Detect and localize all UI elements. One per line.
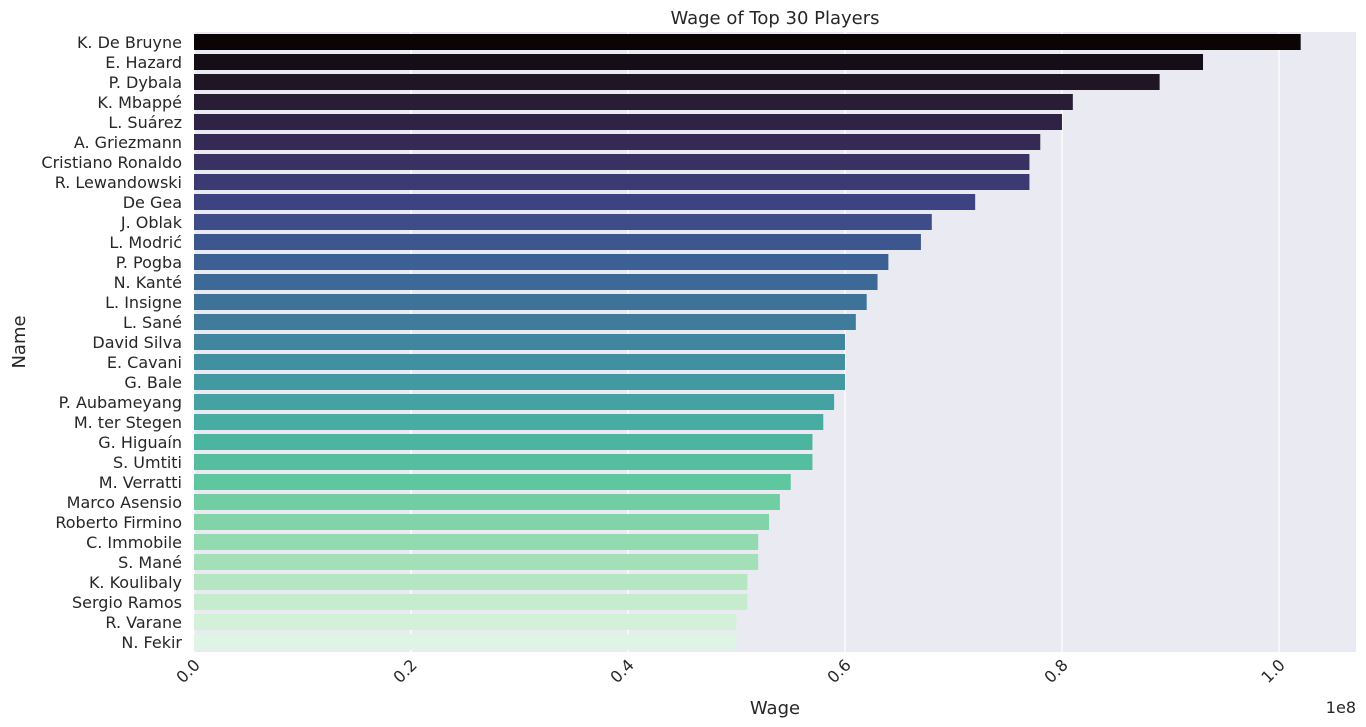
y-tick-label: R. Lewandowski bbox=[55, 173, 182, 192]
bar bbox=[194, 174, 1030, 190]
y-tick-label: Marco Asensio bbox=[67, 493, 182, 512]
bar bbox=[194, 574, 748, 590]
y-tick-label: P. Aubameyang bbox=[59, 393, 182, 412]
y-tick-label: S. Mané bbox=[118, 553, 182, 572]
bar bbox=[194, 274, 878, 290]
y-tick-label: Sergio Ramos bbox=[72, 593, 182, 612]
x-tick-label: 0.4 bbox=[606, 655, 637, 686]
y-tick-label: M. Verratti bbox=[99, 473, 182, 492]
y-axis-label: Name bbox=[9, 315, 30, 368]
y-tick-label: E. Hazard bbox=[105, 53, 182, 72]
bar bbox=[194, 74, 1160, 90]
y-tick-label: P. Pogba bbox=[116, 253, 182, 272]
y-tick-label: Roberto Firmino bbox=[55, 513, 182, 532]
bar bbox=[194, 554, 759, 570]
x-tick-label: 0.2 bbox=[389, 655, 420, 686]
x-axis-offset-text: 1e8 bbox=[1326, 698, 1356, 717]
bar bbox=[194, 54, 1204, 70]
y-tick-label: David Silva bbox=[92, 333, 182, 352]
bar bbox=[194, 214, 932, 230]
bar bbox=[194, 474, 791, 490]
bar bbox=[194, 394, 835, 410]
y-tick-label: M. ter Stegen bbox=[74, 413, 182, 432]
y-tick-label: L. Insigne bbox=[105, 293, 182, 312]
y-tick-label: De Gea bbox=[123, 193, 182, 212]
bar bbox=[194, 414, 824, 430]
y-tick-label: S. Umtiti bbox=[113, 453, 182, 472]
y-tick-label: P. Dybala bbox=[109, 73, 182, 92]
bar bbox=[194, 154, 1030, 170]
x-tick-label: 0.0 bbox=[172, 655, 203, 686]
y-tick-label: K. Mbappé bbox=[97, 93, 182, 112]
bar bbox=[194, 514, 770, 530]
bar bbox=[194, 494, 780, 510]
bar bbox=[194, 314, 856, 330]
bar bbox=[194, 334, 845, 350]
x-axis-label: Wage bbox=[750, 698, 800, 719]
y-tick-label: C. Immobile bbox=[86, 533, 182, 552]
y-tick-label: G. Bale bbox=[124, 373, 182, 392]
y-tick-label: J. Oblak bbox=[120, 213, 183, 232]
bar bbox=[194, 294, 867, 310]
bar bbox=[194, 374, 845, 390]
bars-group bbox=[194, 34, 1301, 650]
y-tick-label: L. Modrić bbox=[109, 233, 182, 252]
bar bbox=[194, 134, 1041, 150]
x-tick-label: 0.6 bbox=[823, 655, 854, 686]
y-tick-label: N. Kanté bbox=[114, 273, 182, 292]
y-tick-label: G. Higuaín bbox=[98, 433, 182, 452]
bar bbox=[194, 194, 976, 210]
y-tick-label: E. Cavani bbox=[107, 353, 182, 372]
bar bbox=[194, 614, 737, 630]
y-tick-label: A. Griezmann bbox=[74, 133, 182, 152]
y-tick-label: K. Koulibaly bbox=[89, 573, 182, 592]
y-tick-label: L. Sané bbox=[123, 313, 182, 332]
y-tick-label: R. Varane bbox=[105, 613, 182, 632]
x-tick-label: 1.0 bbox=[1257, 655, 1288, 686]
y-tick-label: N. Fekir bbox=[121, 633, 182, 652]
bar bbox=[194, 354, 845, 370]
bar bbox=[194, 434, 813, 450]
y-tick-label: Cristiano Ronaldo bbox=[41, 153, 182, 172]
bar bbox=[194, 634, 737, 650]
bar bbox=[194, 534, 759, 550]
bar bbox=[194, 94, 1073, 110]
bar bbox=[194, 234, 921, 250]
bar bbox=[194, 594, 748, 610]
x-tick-labels: 0.0 0.2 0.4 0.6 0.8 1.0 bbox=[172, 655, 1288, 686]
bar bbox=[194, 114, 1062, 130]
chart-title: Wage of Top 30 Players bbox=[670, 8, 879, 29]
bar bbox=[194, 254, 889, 270]
bar bbox=[194, 454, 813, 470]
bar bbox=[194, 34, 1301, 50]
y-tick-label: K. De Bruyne bbox=[77, 33, 182, 52]
y-tick-label: L. Suárez bbox=[108, 113, 182, 132]
x-tick-label: 0.8 bbox=[1040, 655, 1071, 686]
